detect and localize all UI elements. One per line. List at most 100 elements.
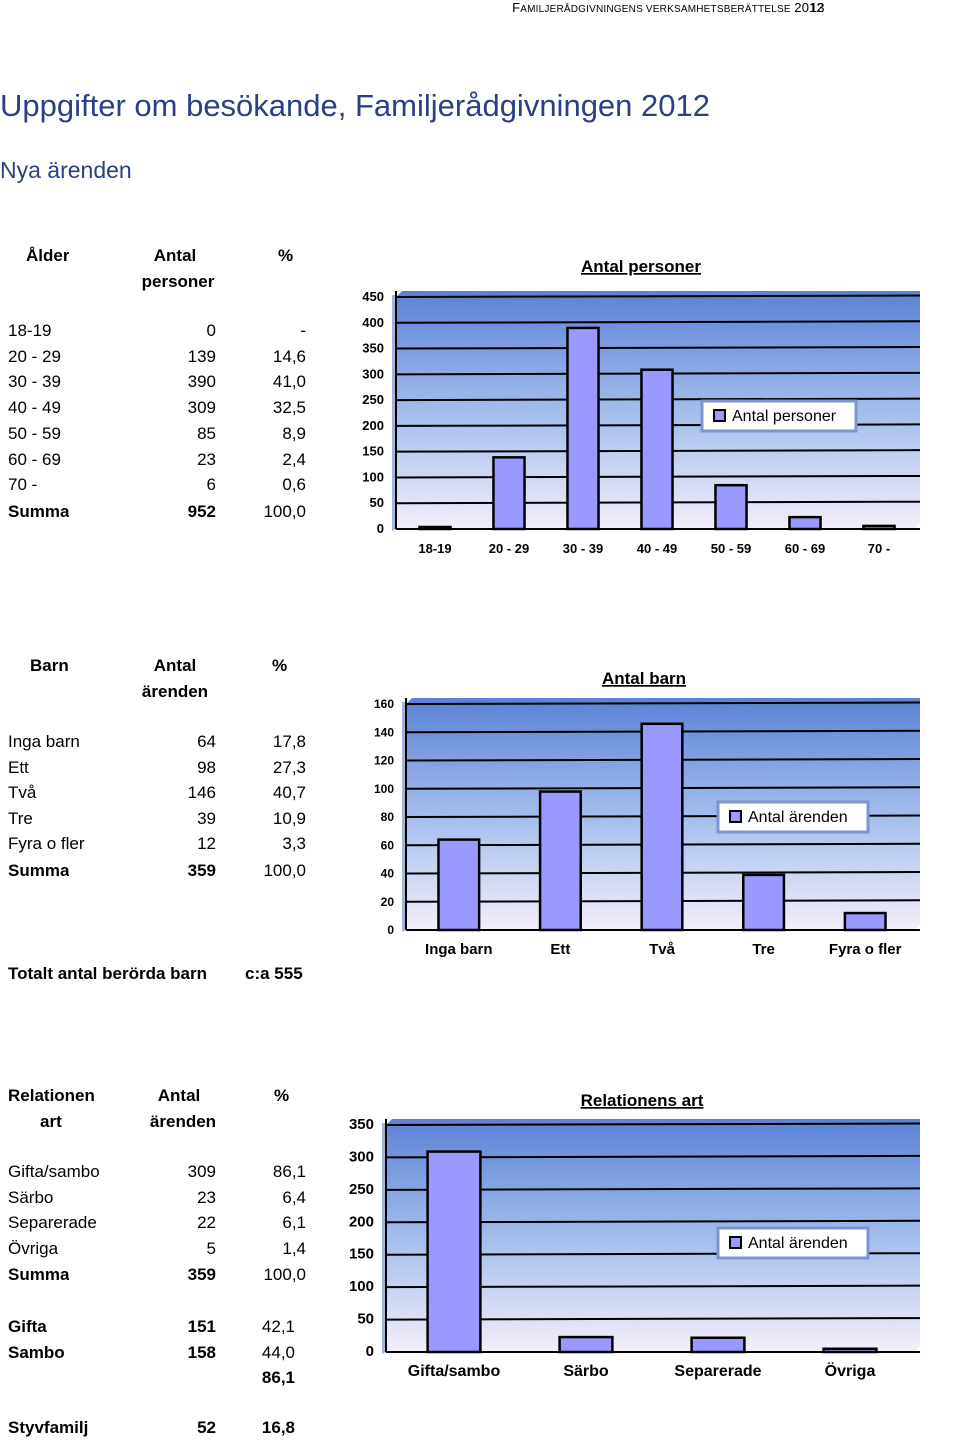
y-tick-label: 350 [349,1116,374,1133]
x-tick-label: 30 - 39 [563,541,603,556]
table-row-count: 22 [197,1213,216,1233]
table-row-label: 18-19 [8,321,52,340]
x-tick-label: 60 - 69 [785,541,825,556]
y-tick-label: 0 [366,1343,374,1360]
bar [843,911,887,932]
bar [742,873,786,932]
age-header-alder: Ålder [26,246,70,265]
bar [690,1336,746,1354]
children-affected-value: c:a 555 [245,964,303,983]
table-row-pct: 10,9 [272,808,306,828]
y-tick-label: 0 [387,923,394,937]
children-header-pct: % [272,656,288,675]
table-row-pct: 1,4 [282,1239,306,1259]
y-tick-label: 80 [381,810,395,824]
bar [437,838,481,932]
gridline [395,346,921,350]
legend-swatch [729,1236,742,1249]
relation-header-pct: % [274,1086,290,1105]
table-row-count: 309 [187,1162,216,1181]
table-row-pct: 6,1 [282,1213,306,1233]
table-row-count: 12 [197,834,216,853]
table-row-label: Inga barn [8,732,80,751]
table-row-label: Sambo [8,1342,65,1362]
page-number: 13 [810,0,825,15]
table-row-label: 40 - 49 [8,398,61,418]
table-row-label: Särbo [8,1187,54,1207]
legend-label: Antal personer [732,408,837,425]
children-header-barn: Barn [30,656,69,675]
table-row-pct: 2,4 [282,449,306,469]
relation-subtotal-pct: 86,1 [261,1368,295,1387]
table-row-label: 30 - 39 [8,372,61,392]
y-tick-label: 100 [349,1278,374,1295]
table-row-count: 390 [187,372,216,392]
relation-total-pct: 100,0 [263,1265,306,1284]
age-header-pct: % [278,246,294,265]
legend-box [700,399,858,433]
bar [492,456,526,531]
running-header-initial: F [512,0,521,15]
relation-header-rel: Relationen [8,1086,95,1105]
bar [558,1335,614,1354]
chart-title: Antal barn [602,669,686,688]
bar [418,525,452,531]
table-row-label: 20 - 29 [8,346,61,366]
y-tick-label: 50 [370,495,384,510]
y-tick-label: 100 [374,782,394,796]
children-header-antal: Antal [153,656,197,675]
y-tick-label: 300 [349,1148,374,1165]
x-tick-label: Inga barn [425,941,493,958]
table-row-count: 309 [187,398,216,418]
y-tick-label: 60 [381,838,395,852]
table-row-count: 139 [187,346,216,366]
table-row-count: 23 [197,449,216,469]
legend-box [716,800,870,834]
table-row-count: 23 [197,1187,216,1207]
chart-title: Relationens art [581,1091,704,1110]
bar [822,1347,878,1354]
x-tick-label: Fyra o fler [829,941,902,958]
children-header-arenden: ärenden [141,682,209,701]
table-row-label: Separerade [8,1213,97,1233]
table-row-count: 158 [187,1342,216,1362]
stepfamily-count: 52 [197,1418,216,1437]
table-row-pct: 27,3 [272,757,306,777]
age-total-count: 952 [187,502,216,521]
y-tick-label: 400 [362,315,384,330]
y-tick-label: 50 [357,1311,374,1328]
relation-header-arenden: ärenden [149,1112,217,1131]
children-total-label: Summa [8,861,70,880]
y-tick-label: 0 [377,521,384,536]
table-row-pct: 40,7 [272,783,306,802]
x-tick-label: Två [649,941,676,958]
chart-title: Antal personer [581,257,701,276]
y-tick-label: 250 [349,1181,374,1198]
bar [566,326,600,531]
table-row-label: Övriga [8,1239,59,1259]
y-tick-label: 120 [374,754,394,768]
x-tick-label: Gifta/sambo [408,1363,501,1380]
table-row-label: Gifta [8,1317,47,1336]
relation-header-antal: Antal [157,1086,201,1105]
x-tick-label: 50 - 59 [711,541,751,556]
x-tick-label: Ett [550,941,570,958]
y-tick-label: 40 [381,867,395,881]
y-tick-label: 160 [374,697,394,711]
table-row-pct: 0,6 [282,475,306,495]
table-row-count: 0 [206,321,216,340]
table-row-pct: - [300,321,306,340]
table-row-pct: 17,8 [272,732,306,751]
y-tick-label: 450 [362,289,384,304]
x-tick-label: 40 - 49 [637,541,677,556]
bar [862,524,896,531]
bar [538,790,582,932]
running-header: FAMILJERÅDGIVNINGENS VERKSAMHETSBERÄTTEL… [512,0,824,15]
table-row-pct: 42,1 [261,1317,295,1336]
bar [640,722,684,932]
table-row-label: 60 - 69 [8,449,61,469]
y-tick-label: 140 [374,725,394,739]
legend-swatch [713,409,726,422]
